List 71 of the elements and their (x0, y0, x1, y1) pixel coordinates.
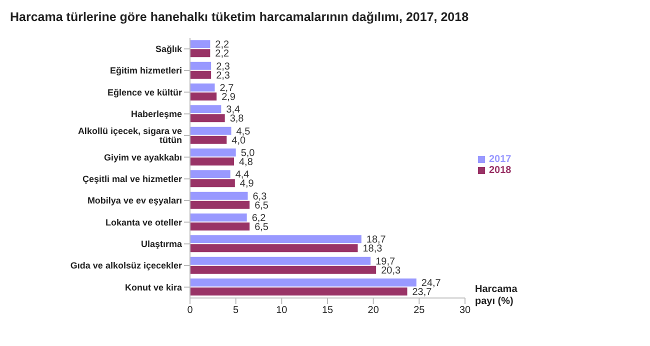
bar (190, 278, 416, 286)
bar (190, 222, 250, 230)
bar (190, 126, 232, 135)
bar (190, 114, 225, 122)
data-label: 2,2 (215, 40, 230, 51)
y-tick-label: Haberleşme (130, 109, 182, 120)
y-tick-label: Alkollü içecek, sigara ve tütün (78, 126, 182, 146)
data-label: 2,3 (216, 70, 230, 82)
bar (190, 92, 217, 100)
bar (190, 70, 212, 79)
bar (190, 40, 210, 48)
data-label: 6,2 (252, 213, 266, 224)
bar (190, 136, 227, 144)
x-tick-label: 25 (414, 305, 426, 316)
data-label: 20,3 (381, 265, 401, 276)
bar (190, 256, 371, 265)
x-axis-title: Harcama payı (%) (475, 284, 518, 307)
bar (190, 158, 234, 166)
data-label: 4,0 (232, 135, 246, 146)
legend-label: 2018 (489, 165, 512, 176)
y-tick-label: Konut ve kira (124, 282, 183, 292)
bar (190, 84, 215, 92)
y-tick-label: Lokanta ve oteller (105, 217, 182, 228)
data-label: 23,7 (412, 287, 432, 298)
bar (190, 105, 222, 114)
bar (190, 170, 230, 178)
y-tick-label: Giyim ve ayakkabı (104, 152, 182, 162)
y-tick-label: Sağlık (155, 44, 183, 54)
data-label: 2,3 (216, 61, 230, 72)
x-tick-label: 20 (368, 305, 380, 316)
data-label: 19,7 (376, 256, 396, 268)
y-tick-label: Eğlence ve kültür (107, 87, 182, 98)
data-label: 4,8 (239, 157, 254, 168)
x-tick-label: 0 (187, 305, 194, 316)
legend-label: 2017 (489, 154, 512, 165)
x-tick-label: 5 (233, 305, 240, 316)
data-label: 18,3 (362, 244, 383, 255)
data-label: 2,2 (215, 48, 230, 60)
data-label: 2,9 (222, 92, 236, 104)
bar (190, 148, 236, 156)
data-label: 6,5 (254, 200, 269, 212)
y-tick-label: Çeşitli mal ve hizmetler (82, 174, 182, 184)
data-label: 5,0 (240, 148, 256, 160)
x-tick-label: 15 (322, 305, 334, 316)
data-label: 18,7 (366, 234, 386, 246)
bar (190, 288, 408, 296)
bar (190, 266, 376, 274)
x-tick-label: 10 (276, 305, 288, 316)
y-tick-label: Gıda ve alkolsüz içecekler (70, 260, 182, 271)
data-label: 6,5 (254, 222, 269, 234)
y-tick-label: Eğitim hizmetleri (110, 66, 182, 76)
data-label: 3,4 (226, 104, 241, 116)
bar (190, 49, 210, 58)
y-tick-label: Ulaştırma (140, 239, 183, 250)
bar (190, 200, 250, 209)
bar (190, 179, 235, 188)
y-tick-label: Mobilya ve ev eşyaları (87, 196, 182, 206)
bar (190, 214, 247, 222)
data-label: 4,9 (240, 178, 254, 190)
data-label: 6,3 (252, 191, 268, 202)
data-label: 4,5 (236, 126, 251, 138)
data-label: 4,4 (235, 170, 250, 181)
data-label: 2,7 (220, 83, 234, 94)
bar (190, 235, 362, 244)
bar (190, 62, 212, 70)
bar (190, 192, 248, 200)
bar (190, 244, 358, 252)
data-label: 3,8 (230, 114, 244, 125)
chart-title: Harcama türlerine göre hanehalkı tüketim harcamalarının dağılımı, 2017, 2018 (9, 9, 470, 26)
data-label: 24,7 (421, 278, 442, 290)
x-tick-label: 30 (459, 305, 471, 316)
